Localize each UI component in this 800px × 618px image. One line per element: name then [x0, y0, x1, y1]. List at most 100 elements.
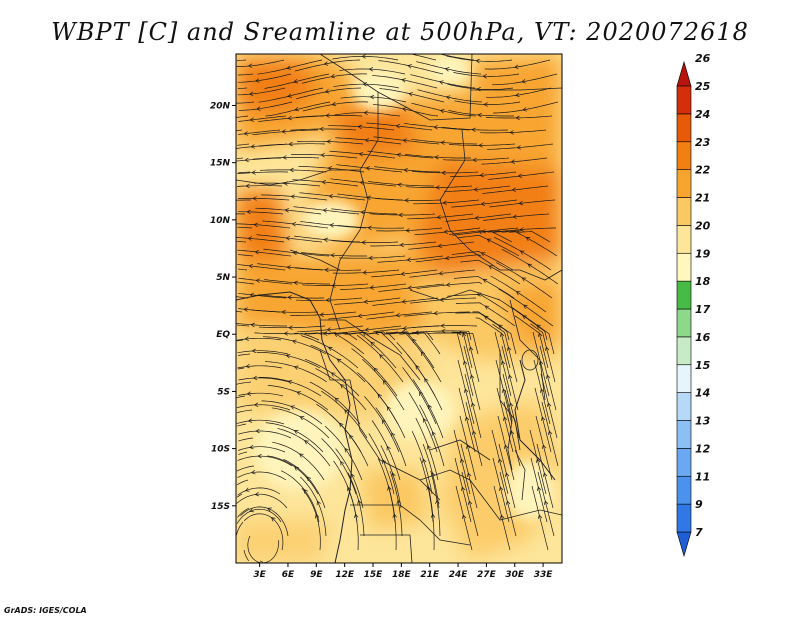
- streamline: [356, 334, 404, 383]
- colorbar-label: 18: [695, 275, 711, 288]
- streamline-arrow: [503, 444, 509, 449]
- streamline-arrow: [514, 64, 519, 70]
- streamline-arrow: [542, 472, 548, 477]
- streamline-arrow: [293, 79, 298, 84]
- streamline-arrow: [244, 157, 249, 163]
- streamline: [455, 312, 510, 341]
- streamline: [267, 455, 319, 495]
- streamline: [236, 240, 247, 243]
- streamline-arrow: [363, 110, 368, 116]
- streamline: [300, 221, 367, 229]
- streamline: [409, 269, 476, 278]
- streamline: [454, 100, 521, 105]
- colorbar-label: 15: [695, 359, 711, 372]
- streamline-arrow: [505, 500, 511, 505]
- streamline: [531, 485, 549, 551]
- streamline: [374, 166, 441, 173]
- streamline: [236, 101, 255, 104]
- streamline: [399, 333, 442, 383]
- streamline: [236, 479, 249, 486]
- streamline-arrow: [282, 155, 287, 160]
- streamline: [483, 213, 550, 221]
- streamline: [451, 199, 518, 208]
- colorbar-swatch: [676, 225, 692, 254]
- colorbar-label: 25: [695, 80, 711, 93]
- lon-tick-label: 21E: [420, 570, 440, 580]
- streamline-arrow: [329, 223, 334, 228]
- streamline: [371, 269, 438, 278]
- streamline-arrow: [316, 500, 321, 506]
- streamline: [413, 199, 480, 205]
- streamline-arrow: [461, 514, 467, 519]
- streamline: [534, 387, 552, 453]
- streamline-arrow: [281, 309, 286, 315]
- streamline-arrow: [291, 221, 297, 227]
- streamline-arrow: [436, 215, 441, 220]
- streamline: [498, 288, 554, 327]
- colorbar-label: 20: [695, 219, 711, 232]
- streamline-arrow: [287, 115, 292, 121]
- streamline-arrow: [408, 92, 413, 97]
- streamline: [412, 54, 437, 61]
- streamline-arrow: [482, 74, 487, 79]
- streamline: [372, 297, 439, 306]
- streamline: [294, 235, 361, 243]
- streamline: [237, 487, 281, 496]
- streamline-arrow: [501, 388, 507, 393]
- streamline-arrow: [398, 212, 403, 218]
- streamline: [297, 140, 364, 145]
- streamline: [484, 59, 551, 70]
- streamline: [368, 181, 434, 187]
- colorbar-swatch: [676, 85, 692, 115]
- streamline: [238, 115, 287, 122]
- streamline-arrow: [486, 238, 492, 243]
- streamline-arrow: [536, 324, 541, 329]
- streamline-arrow: [414, 330, 419, 335]
- streamline: [237, 87, 286, 96]
- streamline-arrow: [344, 447, 349, 453]
- streamline-arrow: [407, 64, 412, 69]
- streamline-arrow: [382, 380, 388, 385]
- streamline-arrow: [253, 402, 259, 408]
- streamline: [404, 123, 471, 131]
- streamline-arrow: [406, 257, 412, 262]
- streamline: [290, 128, 357, 131]
- streamline: [495, 359, 513, 425]
- streamline: [265, 361, 328, 383]
- colorbar-label: 16: [695, 331, 711, 344]
- streamline-arrow: [420, 351, 426, 356]
- streamline-arrow: [340, 384, 345, 389]
- streamline-arrow: [364, 138, 370, 143]
- lon-tick-label: 15E: [364, 570, 384, 580]
- streamline-arrow: [488, 265, 493, 270]
- streamline-arrow: [247, 236, 253, 241]
- streamline-arrow: [243, 131, 249, 136]
- streamline-arrow: [504, 472, 510, 477]
- streamline: [498, 443, 516, 509]
- colorbar-swatch: [676, 113, 692, 143]
- streamline-arrow: [463, 388, 469, 393]
- streamline-arrow: [444, 67, 450, 72]
- streamline-arrow: [438, 271, 444, 276]
- streamline-arrow: [321, 179, 327, 185]
- streamline: [236, 381, 252, 385]
- streamline: [453, 276, 515, 299]
- streamline: [493, 101, 559, 114]
- streamline: [296, 87, 362, 100]
- streamline-arrow: [515, 291, 521, 296]
- streamline-arrow: [519, 250, 525, 255]
- streamline-arrow: [541, 444, 547, 449]
- streamline: [472, 311, 517, 355]
- streamline-arrow: [365, 166, 371, 171]
- map-frame: [235, 53, 563, 564]
- streamline: [254, 332, 320, 341]
- streamline-arrow: [482, 278, 488, 283]
- streamline-arrow: [521, 79, 526, 84]
- streamline-arrow: [440, 140, 445, 145]
- streamline-arrow: [290, 194, 295, 199]
- streamline: [237, 143, 250, 146]
- streamline-arrow: [324, 89, 330, 94]
- streamline-arrow: [286, 65, 291, 70]
- colorbar-swatch: [676, 169, 692, 198]
- streamline: [411, 330, 472, 341]
